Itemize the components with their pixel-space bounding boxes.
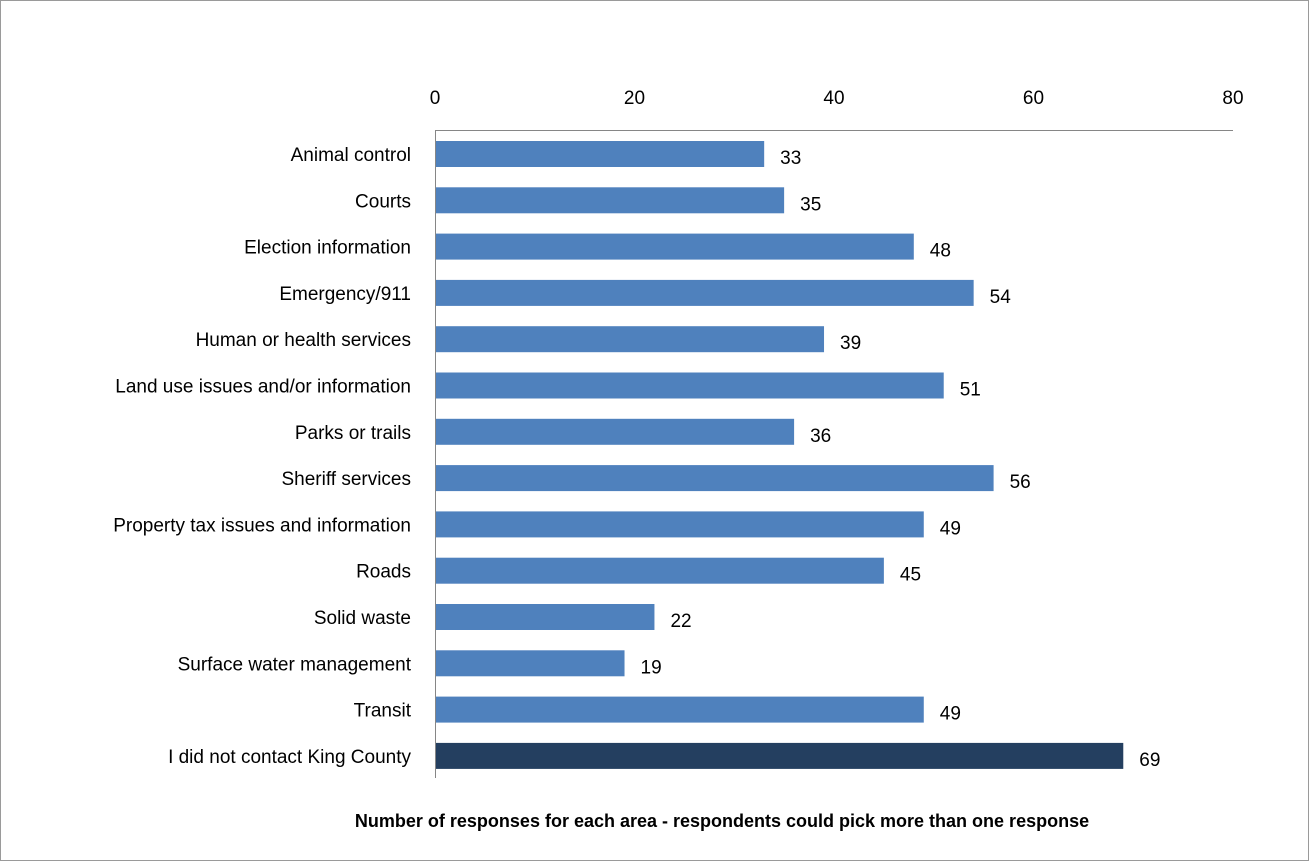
bar [436,187,785,214]
category-label: Parks or trails [295,423,411,444]
data-label: 39 [840,333,861,354]
bar [436,557,884,584]
x-tick-label: 80 [1222,88,1243,109]
category-label: Solid waste [314,608,411,629]
x-tick-label: 0 [430,88,441,109]
bar [436,326,825,353]
bar [436,742,1124,769]
category-label: I did not contact King County [168,747,411,768]
data-label: 33 [780,148,801,169]
category-label: Sheriff services [281,469,411,490]
bar [436,696,924,723]
data-label: 48 [930,241,951,262]
category-label: Land use issues and/or information [115,377,411,398]
category-label: Transit [354,701,412,722]
x-tick-label: 60 [1023,88,1044,109]
category-label: Property tax issues and information [113,515,411,536]
data-label: 49 [940,518,961,539]
x-tick-label: 20 [624,88,645,109]
category-label: Roads [356,562,411,583]
bar [436,233,914,260]
x-tick-label: 40 [823,88,844,109]
bar [436,141,765,167]
data-label: 69 [1139,750,1160,771]
category-label: Surface water management [178,654,412,675]
data-label: 56 [1010,472,1031,493]
bar [436,511,924,538]
data-label: 54 [990,287,1012,308]
data-labels: 33 35 48 54 39 51 36 56 49 45 22 19 49 69 [641,148,1161,771]
category-label: Election information [244,238,411,259]
data-label: 45 [900,565,921,586]
bar [436,465,994,492]
data-label: 22 [670,611,691,632]
data-label: 36 [810,426,831,447]
bar [436,418,795,445]
category-label: Courts [355,191,411,212]
category-label: Human or health services [196,330,411,351]
x-axis-title: Number of responses for each area - resp… [355,811,1089,831]
data-label: 19 [641,657,662,678]
data-label: 49 [940,704,961,725]
x-axis-ticks: 0 20 40 60 80 [430,88,1244,109]
bars [436,141,1124,769]
category-label: Emergency/911 [279,284,411,305]
category-labels: Animal control Courts Election information… [113,145,412,768]
bar [436,650,625,677]
data-label: 35 [800,194,821,215]
bar [436,279,974,306]
bar [436,372,944,399]
category-label: Animal control [291,145,411,166]
data-label: 51 [960,380,981,401]
bar [436,604,655,630]
